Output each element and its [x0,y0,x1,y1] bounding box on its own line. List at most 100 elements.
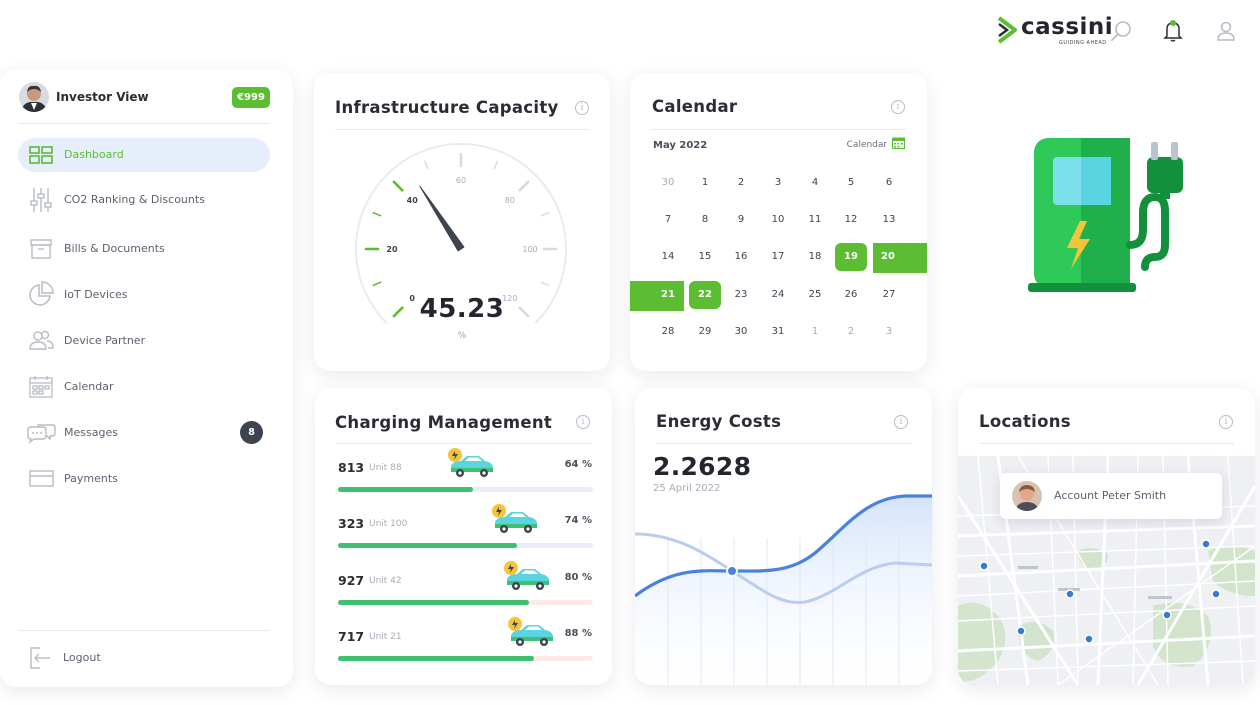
charging-progress-fill [338,543,517,548]
calendar-day[interactable]: 15 [698,251,712,262]
calendar-day[interactable]: 30 [661,177,675,188]
calendar-day[interactable]: 10 [771,214,785,225]
location-marker[interactable] [1162,610,1172,620]
location-marker[interactable] [1016,626,1026,636]
calendar-day[interactable]: 16 [734,251,748,262]
info-icon[interactable]: i [576,415,590,429]
calendar-day[interactable]: 18 [808,251,822,262]
sidebar-divider [18,123,270,124]
info-icon[interactable]: i [575,101,589,115]
info-icon[interactable]: i [891,100,905,114]
charging-percent: 64 % [564,459,592,470]
calendar-day[interactable]: 1 [701,177,709,188]
calendar-day[interactable]: 11 [808,214,822,225]
charging-title: Charging Management [335,413,553,432]
charging-progress-fill [338,656,535,661]
energy-series-main [635,494,932,598]
credit-card-icon [29,470,54,487]
capacity-unit: % [457,331,467,341]
calendar-day[interactable]: 9 [737,214,745,225]
sidebar-item-label: Payments [64,472,118,485]
capacity-card: Infrastructure Capacity i 0 20 40 60 80 100 12… [314,73,610,371]
calendar-day[interactable]: 1 [811,326,819,337]
location-marker[interactable] [1201,539,1211,549]
logout-button[interactable]: Logout [18,641,270,675]
location-marker[interactable] [1211,589,1221,599]
calendar-day[interactable]: 2 [737,177,745,188]
calendar-day[interactable]: 20 [881,251,895,262]
calendar-day[interactable]: 2 [847,326,855,337]
pie-chart-icon [29,281,54,306]
calendar-link[interactable]: Calendar [847,137,905,150]
calendar-day[interactable]: 13 [882,214,896,225]
balance-badge[interactable]: €999 [232,87,270,108]
gauge-needle [419,185,465,252]
card-divider [651,129,906,130]
capacity-title: Infrastructure Capacity [335,98,559,117]
gauge-tick [540,211,550,217]
chat-bubbles-icon [27,424,56,444]
calendar-day[interactable]: 4 [811,177,819,188]
calendar-day[interactable]: 3 [885,326,893,337]
sidebar-item-messages[interactable]: Messages 8 [18,416,270,450]
dashboard-icon [29,146,53,164]
sidebar-item-dashboard[interactable]: Dashboard [18,138,270,172]
brand-logo[interactable]: cassini GUIDING AHEAD [997,14,1113,48]
calendar-day[interactable]: 19 [835,243,867,271]
charging-percent: 80 % [564,572,592,583]
gauge-tick-label: 60 [456,176,466,185]
location-marker[interactable] [1065,589,1075,599]
info-icon[interactable]: i [1219,415,1233,429]
ev-car-icon [504,561,549,590]
brand-tagline: GUIDING AHEAD [1059,40,1107,46]
calendar-day[interactable]: 14 [661,251,675,262]
account-avatar [1012,481,1042,511]
location-marker[interactable] [1084,634,1094,644]
calendar-day[interactable]: 5 [847,177,855,188]
calendar-day[interactable]: 17 [771,251,785,262]
charging-unit: Unit 42 [369,576,402,586]
calendar-day[interactable]: 29 [698,326,712,337]
energy-line-chart [635,494,932,685]
gauge-tick [392,306,404,318]
calendar-day[interactable]: 7 [664,214,672,225]
calendar-day[interactable]: 12 [844,214,858,225]
user-icon[interactable] [1215,19,1237,43]
calendar-day[interactable]: 24 [771,289,785,300]
brand-name: cassini [1021,14,1114,40]
calendar-day[interactable]: 26 [844,289,858,300]
calendar-day[interactable]: 22 [689,281,721,309]
sidebar-item-co2-ranking[interactable]: CO2 Ranking & Discounts [18,183,270,217]
calendar-day[interactable]: 21 [661,289,675,300]
logout-label: Logout [63,651,101,664]
sidebar-item-payments[interactable]: Payments [18,462,270,496]
account-popup[interactable]: Account Peter Smith [1000,473,1222,519]
calendar-day[interactable]: 6 [885,177,893,188]
sidebar-item-bills-documents[interactable]: Bills & Documents [18,232,270,266]
sidebar-item-calendar[interactable]: Calendar [18,370,270,404]
location-marker[interactable] [979,561,989,571]
sidebar-item-iot-devices[interactable]: IoT Devices [18,278,270,312]
search-icon[interactable] [1110,19,1132,43]
sidebar-item-label: Bills & Documents [64,242,165,255]
calendar-day[interactable]: 31 [771,326,785,337]
calendar-day[interactable]: 23 [734,289,748,300]
calendar-day[interactable]: 3 [774,177,782,188]
charging-value: 323 [338,516,365,531]
gauge-tick [518,306,530,318]
calendar-day[interactable]: 25 [808,289,822,300]
sidebar-item-device-partner[interactable]: Device Partner [18,324,270,358]
calendar-day[interactable]: 28 [661,326,675,337]
energy-point[interactable] [726,565,738,577]
calendar-day[interactable]: 8 [701,214,709,225]
avatar[interactable] [19,82,49,112]
gauge-tick [372,211,382,217]
info-icon[interactable]: i [894,415,908,429]
user-avatar-icon [19,82,49,112]
bell-icon[interactable] [1162,19,1184,43]
card-divider [979,443,1234,444]
sidebar: Investor View €999 Dashboard CO2 Ranking… [0,70,293,687]
calendar-day[interactable]: 27 [882,289,896,300]
sidebar-item-label: IoT Devices [64,288,128,301]
calendar-day[interactable]: 30 [734,326,748,337]
